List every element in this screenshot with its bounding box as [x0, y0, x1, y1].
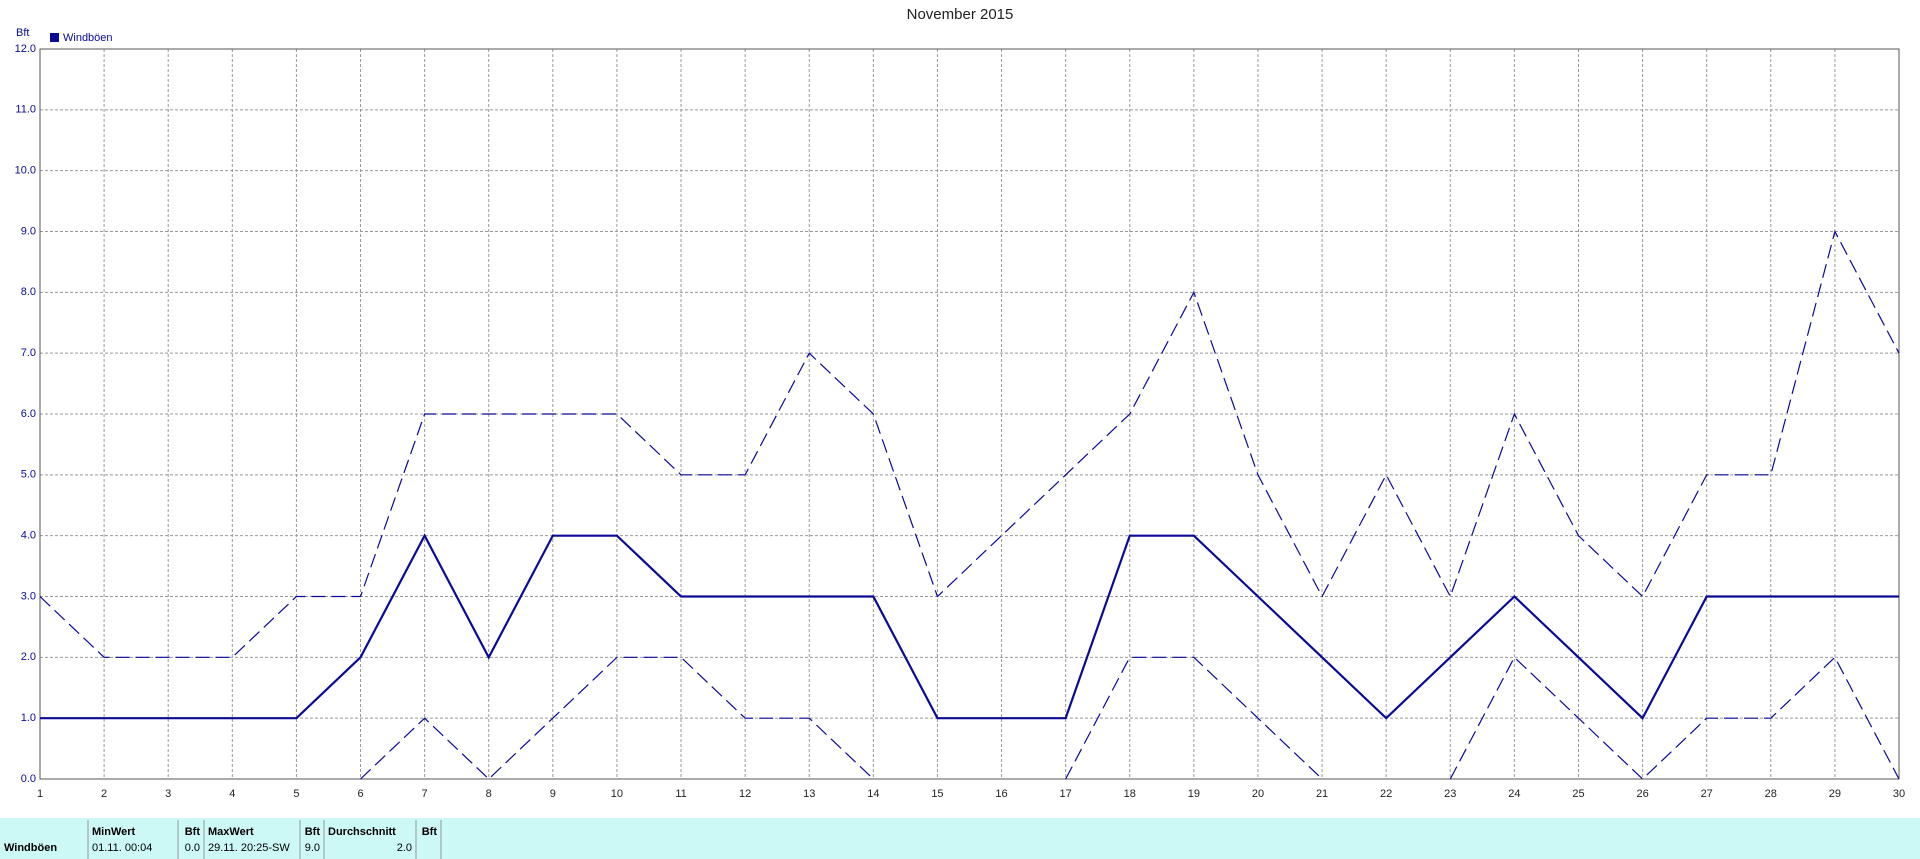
x-tick-label: 12: [739, 788, 751, 800]
table-cell: 0.0: [185, 842, 200, 854]
x-tick-label: 14: [867, 788, 879, 800]
table-header: MinWert: [92, 826, 136, 838]
x-tick-label: 21: [1316, 788, 1328, 800]
x-tick-label: 13: [803, 788, 815, 800]
x-tick-label: 18: [1124, 788, 1136, 800]
x-tick-label: 10: [611, 788, 623, 800]
x-tick-label: 22: [1380, 788, 1392, 800]
chart-title: November 2015: [907, 6, 1014, 23]
y-tick-label: 8.0: [21, 286, 36, 298]
series-line: [39, 229, 1900, 658]
table-header: Durchschnitt: [328, 826, 396, 838]
table-cell: Windböen: [4, 842, 57, 854]
series-line: [360, 656, 1900, 780]
x-tick-label: 8: [486, 788, 492, 800]
table-header: MaxWert: [208, 826, 254, 838]
table-cell: 9.0: [305, 842, 320, 854]
x-tick-label: 16: [995, 788, 1007, 800]
x-tick-label: 7: [422, 788, 428, 800]
y-tick-label: 3.0: [21, 590, 36, 602]
x-tick-label: 3: [165, 788, 171, 800]
x-tick-label: 25: [1572, 788, 1584, 800]
x-tick-label: 2: [101, 788, 107, 800]
y-tick-label: 9.0: [21, 225, 36, 237]
y-tick-label: 10.0: [15, 165, 36, 177]
x-tick-label: 11: [675, 788, 686, 800]
series-line: [40, 533, 1899, 720]
x-tick-label: 4: [229, 788, 235, 800]
x-tick-label: 24: [1508, 788, 1520, 800]
table-header: Bft: [422, 826, 438, 838]
plot-frame: [39, 48, 1900, 780]
x-tick-label: 9: [550, 788, 556, 800]
y-tick-label: 7.0: [21, 347, 36, 359]
x-tick-label: 19: [1188, 788, 1200, 800]
x-tick-label: 15: [931, 788, 943, 800]
table-header: Bft: [305, 826, 321, 838]
x-tick-label: 30: [1893, 788, 1905, 800]
x-tick-label: 20: [1252, 788, 1264, 800]
y-tick-label: 12.0: [15, 43, 36, 55]
y-tick-label: 4.0: [21, 530, 36, 542]
x-tick-label: 28: [1765, 788, 1777, 800]
y-tick-label: 1.0: [21, 712, 36, 724]
table-cell: 29.11. 20:25-SW: [208, 842, 290, 854]
y-tick-label: 2.0: [21, 651, 36, 663]
y-tick-label: 5.0: [21, 469, 36, 481]
table-cell: 01.11. 00:04: [92, 842, 152, 854]
y-tick-label: 11.0: [15, 104, 36, 116]
x-tick-label: 1: [37, 788, 43, 800]
y-tick-label: 6.0: [21, 408, 36, 420]
x-tick-label: 26: [1636, 788, 1648, 800]
x-tick-label: 6: [357, 788, 363, 800]
y-axis-label: Bft: [16, 27, 29, 39]
x-tick-label: 17: [1060, 788, 1072, 800]
y-tick-label: 0.0: [21, 773, 36, 785]
table-cell: 2.0: [397, 842, 412, 854]
x-tick-label: 29: [1829, 788, 1841, 800]
x-tick-label: 23: [1444, 788, 1456, 800]
x-tick-label: 27: [1701, 788, 1713, 800]
table-background: [0, 818, 1920, 859]
table-header: Bft: [185, 826, 201, 838]
summary-table: MinWert Bft MaxWert Bft Durchschnitt Bft Windb…: [4, 820, 442, 859]
legend-label: Windböen: [63, 32, 113, 44]
legend-swatch: [50, 33, 59, 42]
x-tick-label: 5: [293, 788, 299, 800]
